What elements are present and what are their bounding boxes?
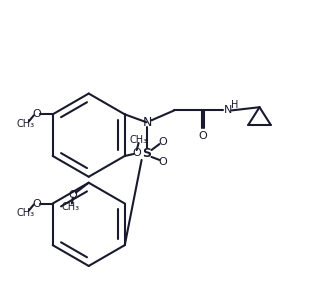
Text: H: H (231, 100, 238, 110)
Text: O: O (33, 109, 41, 119)
Text: O: O (68, 190, 77, 200)
Text: O: O (33, 199, 41, 209)
Text: O: O (158, 137, 167, 147)
Text: N: N (143, 116, 152, 129)
Text: CH₃: CH₃ (17, 209, 35, 219)
Text: CH₃: CH₃ (129, 135, 148, 145)
Text: S: S (142, 147, 151, 161)
Text: CH₃: CH₃ (17, 119, 35, 129)
Text: O: O (158, 157, 167, 167)
Text: N: N (224, 105, 232, 116)
Text: O: O (132, 148, 141, 158)
Text: O: O (199, 131, 208, 141)
Text: CH₃: CH₃ (62, 202, 80, 212)
